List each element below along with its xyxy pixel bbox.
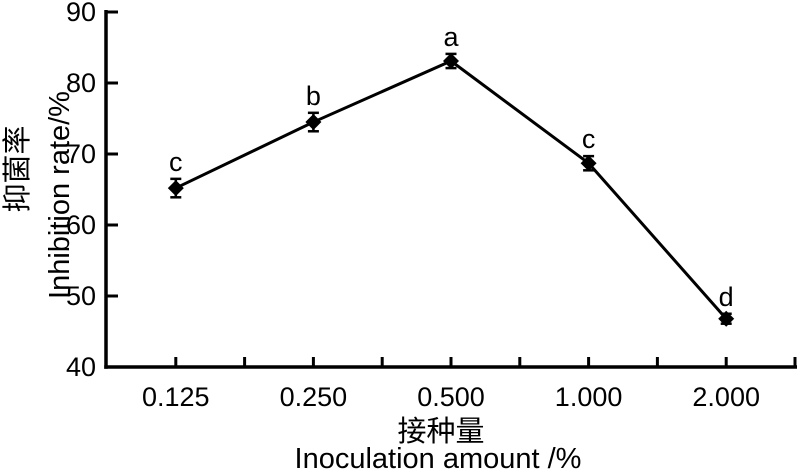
x-tick-label: 0.125 xyxy=(142,382,210,412)
diamond-marker xyxy=(718,310,735,327)
x-axis-ticks xyxy=(174,357,797,367)
y-tick-label: 50 xyxy=(66,281,96,311)
x-tick-label: 2.000 xyxy=(692,382,760,412)
y-tick-label: 60 xyxy=(66,210,96,240)
diamond-marker xyxy=(580,155,597,172)
series-line xyxy=(175,59,728,320)
significance-letter: a xyxy=(443,22,459,52)
y-axis-title-cn: 抑菌率 xyxy=(1,125,34,212)
significance-letter: b xyxy=(306,81,321,111)
diamond-marker xyxy=(167,180,184,197)
significance-letter: d xyxy=(719,282,734,312)
y-tick-label: 40 xyxy=(66,352,96,382)
y-tick-label: 80 xyxy=(66,68,96,98)
diamond-marker xyxy=(443,52,459,69)
y-axis-ticks xyxy=(107,10,118,369)
x-tick-label: 0.500 xyxy=(417,382,485,412)
data-points xyxy=(167,52,735,327)
data-line xyxy=(175,59,728,320)
x-axis-title-en: Inoculation amount /% xyxy=(295,443,582,472)
y-axis-tick-labels: 90 80 70 60 50 40 xyxy=(66,0,96,382)
x-axis-tick-labels: 0.125 0.250 0.500 1.000 2.000 xyxy=(142,382,760,412)
significance-letters: c b a c d xyxy=(169,22,734,312)
error-bars xyxy=(170,52,732,325)
y-tick-label: 90 xyxy=(66,0,96,27)
y-axis-title-en: Inhibition rate/% xyxy=(44,91,76,299)
y-tick-label: 70 xyxy=(66,139,96,169)
significance-letter: c xyxy=(582,124,596,154)
x-tick-label: 1.000 xyxy=(555,382,623,412)
significance-letter: c xyxy=(169,147,183,177)
diamond-marker xyxy=(305,114,322,131)
x-axis-title-cn: 接种量 xyxy=(397,415,484,448)
x-tick-label: 0.250 xyxy=(280,382,348,412)
